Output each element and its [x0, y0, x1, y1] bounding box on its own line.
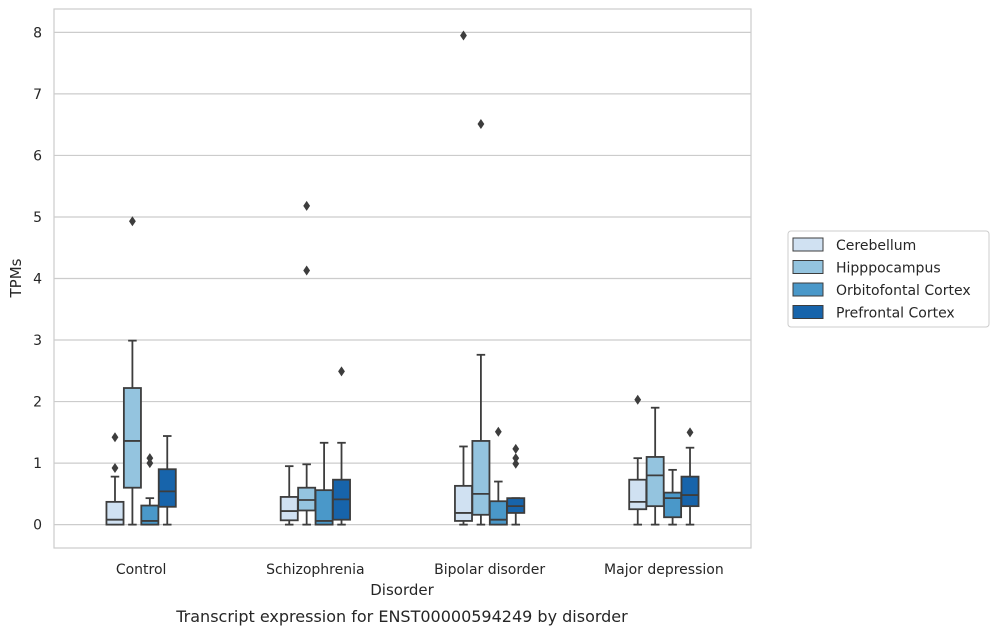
box: [471, 440, 491, 516]
outlier-point: [512, 453, 520, 464]
box: [105, 500, 125, 526]
y-tick-label: 7: [33, 87, 42, 103]
box: [645, 456, 665, 508]
box-group: [140, 453, 160, 526]
box-group: [680, 427, 700, 526]
outlier-point: [494, 426, 502, 437]
outlier-point: [512, 458, 520, 469]
x-tick-label: Major depression: [604, 562, 724, 578]
box: [140, 504, 160, 526]
y-tick-label: 2: [33, 395, 42, 411]
x-axis-label: Disorder: [370, 581, 434, 599]
box-group: [122, 216, 142, 526]
box: [488, 500, 508, 526]
x-tick-label: Bipolar disorder: [434, 562, 545, 578]
outlier-point: [477, 119, 485, 130]
y-tick-label: 4: [33, 272, 42, 288]
box-groups: [105, 30, 700, 526]
x-tick-labels: Control Schizophrenia Bipolar disorder Majo…: [116, 562, 724, 578]
chart-title: Transcript expression for ENST0000059424…: [175, 607, 628, 626]
box: [628, 478, 648, 511]
legend-label: Hipppocampus: [836, 261, 941, 277]
box-group: [314, 441, 334, 526]
outlier-point: [111, 432, 119, 443]
box-group: [105, 432, 125, 526]
box-group: [628, 394, 648, 526]
box: [157, 468, 177, 508]
y-tick-label: 8: [33, 25, 42, 41]
box-group: [506, 443, 526, 526]
outlier-point: [129, 216, 136, 227]
box-group: [157, 435, 177, 526]
outlier-point: [303, 200, 311, 211]
box: [279, 496, 299, 522]
y-axis-label: TPMs: [7, 258, 25, 298]
outlier-point: [460, 30, 467, 41]
legend-box: [787, 230, 990, 328]
outlier-point: [686, 427, 694, 438]
y-tick-label: 0: [33, 518, 42, 534]
y-tick-label: 6: [33, 148, 42, 164]
outlier-point: [338, 366, 345, 377]
legend-swatch: [792, 260, 824, 274]
outlier-point: [111, 463, 119, 474]
outlier-point: [634, 394, 642, 405]
x-tick-label: Schizophrenia: [266, 562, 364, 578]
legend: Cerebellum Hipppocampus Orbitofontal Corte…: [787, 230, 990, 328]
box-group: [332, 366, 351, 526]
outlier-point: [146, 453, 154, 464]
box: [454, 484, 473, 522]
legend-label: Cerebellum: [836, 238, 916, 254]
x-tick-label: Control: [116, 562, 167, 578]
legend-swatch: [792, 305, 824, 319]
legend-label: Orbitofontal Cortex: [836, 283, 971, 299]
legend-items: Cerebellum Hipppocampus Orbitofontal Corte…: [792, 237, 971, 322]
outlier-point: [303, 265, 311, 276]
box: [663, 491, 683, 519]
y-tick-label: 3: [33, 333, 42, 349]
y-tick-label: 1: [33, 456, 42, 472]
legend-swatch: [792, 237, 824, 252]
outlier-point: [512, 443, 520, 454]
box-group: [471, 119, 491, 526]
legend-label: Prefrontal Cortex: [836, 306, 955, 322]
box-group: [645, 406, 665, 526]
box-group: [279, 465, 299, 526]
y-tick-label: 5: [33, 210, 42, 226]
legend-swatch: [792, 282, 824, 297]
box: [314, 489, 334, 526]
box: [297, 486, 317, 512]
box: [680, 475, 700, 508]
y-tick-labels: 0 1 2 3 4 5 6 7 8: [33, 25, 42, 533]
box: [122, 387, 142, 489]
